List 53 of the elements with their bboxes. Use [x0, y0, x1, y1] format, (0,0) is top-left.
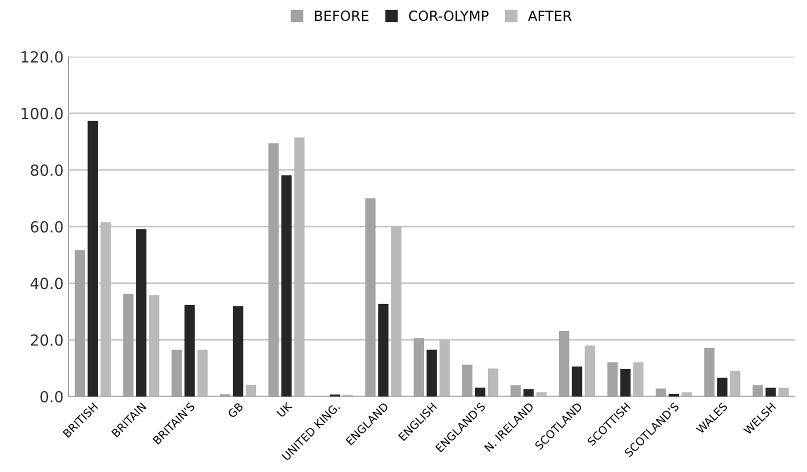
legend-label: COR-OLYMP — [408, 10, 489, 22]
bar — [488, 368, 498, 396]
bar — [633, 362, 644, 396]
bar — [281, 175, 292, 396]
bar — [523, 389, 534, 396]
bar — [184, 305, 195, 396]
bar — [607, 362, 618, 396]
legend-label: BEFORE — [315, 10, 368, 22]
y-tick-label: 40.0 — [30, 278, 63, 290]
bar — [462, 364, 472, 396]
bar — [536, 392, 547, 396]
bar — [148, 295, 160, 396]
y-tick-label: 60.0 — [30, 221, 63, 233]
bar — [572, 366, 582, 396]
bar — [294, 137, 305, 396]
bar — [268, 143, 279, 396]
x-tick-label: GB — [227, 402, 244, 418]
legend-label: AFTER — [528, 10, 572, 21]
bar — [656, 388, 666, 396]
bar — [752, 385, 763, 396]
bar — [136, 229, 146, 396]
bar — [510, 385, 521, 396]
bar — [391, 226, 402, 396]
bar — [100, 222, 111, 396]
bar — [475, 388, 486, 396]
y-tick-label: 120.0 — [22, 51, 63, 63]
y-tick-label: 0.0 — [40, 390, 63, 402]
bar — [668, 394, 680, 396]
bar — [620, 369, 631, 396]
bar — [365, 198, 376, 396]
bar — [778, 388, 789, 396]
y-tick-label: 80.0 — [30, 164, 63, 176]
bar — [704, 348, 715, 396]
bar — [584, 346, 596, 396]
x-tick-label: UK — [276, 401, 293, 418]
bar — [88, 120, 98, 396]
bar — [232, 306, 244, 396]
bar — [439, 340, 450, 396]
bar — [558, 331, 570, 396]
bar — [766, 388, 776, 396]
y-tick-label: 20.0 — [30, 334, 63, 346]
bar — [717, 378, 728, 396]
bar — [730, 370, 740, 396]
bar — [426, 350, 437, 396]
bar — [197, 350, 208, 396]
bar — [682, 392, 692, 396]
y-tick-label: 100.0 — [22, 108, 63, 120]
bar — [172, 350, 182, 396]
bar — [378, 304, 388, 396]
bar — [123, 294, 134, 396]
bar — [414, 338, 424, 396]
bar — [246, 384, 256, 396]
bar — [74, 250, 86, 396]
